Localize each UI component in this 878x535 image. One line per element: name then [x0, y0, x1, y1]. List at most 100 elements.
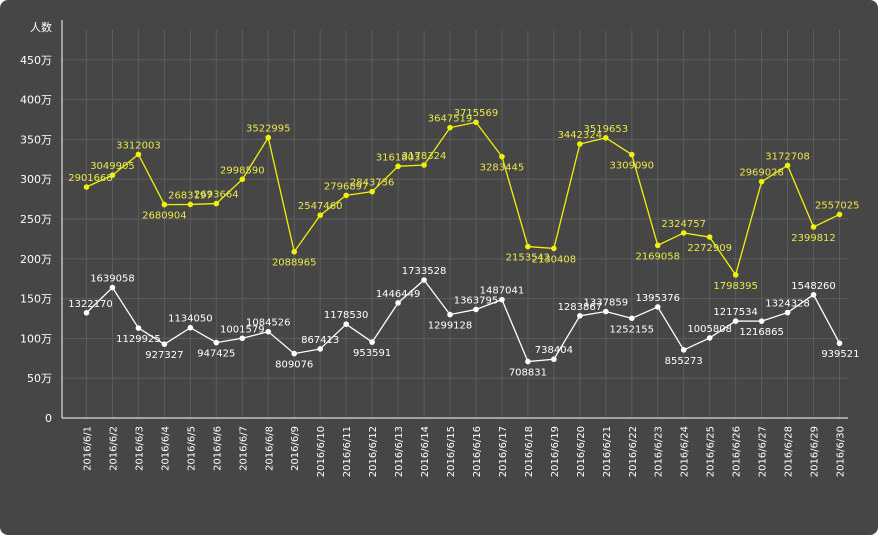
data-point — [784, 162, 791, 169]
data-label: 2680904 — [142, 211, 187, 222]
data-point — [810, 291, 817, 298]
x-tick-label: 2016/6/28 — [784, 426, 795, 477]
y-tick-label: 400万 — [20, 94, 52, 107]
data-label: 3309090 — [610, 161, 655, 172]
x-tick-label: 2016/6/14 — [420, 426, 431, 477]
x-tick-label: 2016/6/26 — [732, 426, 743, 477]
x-tick-label: 2016/6/30 — [836, 426, 847, 477]
data-label: 3283445 — [480, 163, 525, 174]
data-label: 2683197 — [168, 190, 213, 201]
data-point — [810, 224, 817, 230]
data-label: 953591 — [353, 348, 391, 359]
data-point — [680, 347, 687, 353]
data-point — [239, 335, 246, 342]
data-label: 3522995 — [246, 124, 291, 135]
data-point — [213, 200, 220, 207]
data-point — [473, 119, 479, 126]
x-tick-label: 2016/6/25 — [706, 426, 717, 477]
data-label: 1798395 — [713, 281, 758, 292]
x-tick-label: 2016/6/18 — [524, 426, 535, 477]
data-label: 1639058 — [90, 274, 135, 285]
data-point — [654, 304, 661, 310]
data-point — [83, 309, 90, 316]
data-point — [499, 296, 505, 303]
data-point — [836, 340, 843, 347]
data-label: 2796897 — [324, 181, 369, 192]
data-label: 1084526 — [246, 318, 291, 329]
data-point — [603, 135, 609, 141]
data-label: 1337859 — [584, 298, 629, 309]
x-tick-label: 2016/6/13 — [394, 426, 405, 477]
x-tick-label: 2016/6/22 — [628, 426, 639, 477]
data-point — [135, 325, 142, 331]
grid-lines — [62, 30, 848, 418]
data-point — [109, 172, 116, 179]
data-label: 1733528 — [402, 266, 447, 277]
data-label: 809076 — [275, 360, 313, 371]
data-point — [603, 308, 609, 315]
data-point — [83, 184, 90, 190]
data-label: 2998590 — [220, 165, 265, 176]
x-tick-label: 2016/6/3 — [134, 426, 145, 471]
data-point — [187, 324, 194, 331]
data-label: 3442324 — [558, 130, 603, 141]
y-tick-label: 250万 — [20, 213, 52, 226]
x-tick-label: 2016/6/19 — [550, 426, 561, 477]
data-label: 867413 — [301, 335, 339, 346]
x-tick-label: 2016/6/20 — [576, 426, 587, 477]
data-label: 2169058 — [635, 251, 680, 262]
data-point — [109, 284, 116, 291]
data-point — [187, 201, 194, 208]
x-tick-label: 2016/6/8 — [264, 426, 275, 471]
data-label: 3172708 — [765, 151, 810, 162]
x-tick-label: 2016/6/29 — [810, 426, 821, 477]
data-label: 2901668 — [68, 173, 113, 184]
data-point — [317, 212, 323, 219]
data-label: 947425 — [197, 349, 235, 360]
data-point — [421, 162, 427, 168]
axes — [61, 20, 848, 419]
data-label: 1178530 — [324, 310, 369, 321]
y-tick-label: 350万 — [20, 133, 52, 146]
data-point — [317, 346, 323, 352]
x-tick-labels: 2016/6/1 2016/6/2 2016/6/3 2016/6/4 2016/6/5… — [83, 426, 847, 477]
data-label: 1283867 — [558, 302, 603, 313]
data-point — [836, 211, 843, 218]
data-point — [395, 300, 401, 306]
data-point — [265, 134, 272, 141]
data-point — [369, 188, 375, 195]
data-point — [161, 201, 168, 208]
data-point — [291, 248, 298, 255]
data-label: 1001579 — [220, 324, 265, 335]
y-tick-label: 200万 — [20, 253, 52, 266]
data-label: 1217534 — [713, 307, 758, 318]
data-label: 3647519 — [428, 114, 473, 125]
y-axis-label: 人数 — [30, 21, 52, 34]
data-point — [758, 178, 765, 185]
data-point — [239, 176, 246, 183]
data-point — [551, 356, 557, 363]
x-tick-label: 2016/6/7 — [238, 426, 249, 471]
x-tick-label: 2016/6/21 — [602, 426, 613, 477]
data-point — [135, 151, 142, 158]
data-point — [577, 313, 583, 319]
data-point — [395, 163, 401, 170]
data-point — [421, 277, 427, 283]
x-tick-label: 2016/6/1 — [83, 426, 94, 471]
data-point — [213, 339, 220, 346]
y-tick-label: 100万 — [20, 332, 52, 345]
data-label: 2324757 — [661, 219, 706, 230]
data-point — [654, 242, 661, 249]
x-tick-label: 2016/6/27 — [758, 426, 769, 477]
data-point — [525, 358, 531, 365]
series-group — [83, 119, 843, 365]
data-point — [577, 141, 583, 147]
y-tick-labels: 0 50万 100万 150万 200万 250万 300万 350万 400万 450万 — [20, 54, 52, 425]
data-label: 1005808 — [687, 324, 732, 335]
data-label: 1446449 — [376, 289, 421, 300]
x-tick-label: 2016/6/23 — [654, 426, 665, 477]
data-label: 939521 — [821, 349, 859, 360]
